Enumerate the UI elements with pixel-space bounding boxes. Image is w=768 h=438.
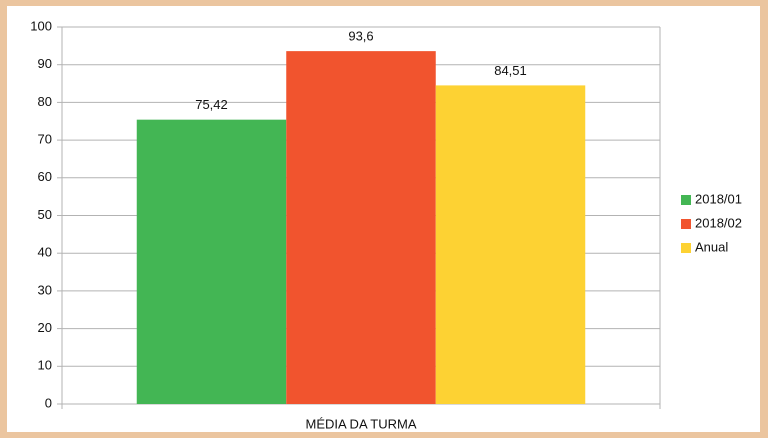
bar — [435, 85, 586, 404]
data-label: 84,51 — [494, 63, 527, 78]
bar — [136, 119, 287, 405]
x-tick-label: MÉDIA DA TURMA — [305, 416, 416, 431]
bar — [286, 51, 436, 405]
data-label: 75,42 — [195, 97, 228, 112]
y-tick-label: 0 — [45, 395, 52, 410]
legend-label: Anual — [695, 239, 728, 254]
y-tick-label: 90 — [38, 56, 52, 71]
y-tick-label: 100 — [30, 18, 52, 33]
legend-swatch — [681, 195, 691, 205]
y-tick-label: 50 — [38, 207, 52, 222]
y-tick-label: 10 — [38, 358, 52, 373]
legend-label: 2018/02 — [695, 215, 742, 230]
legend-swatch — [681, 243, 691, 253]
y-tick-label: 40 — [38, 245, 52, 260]
y-tick-label: 70 — [38, 132, 52, 147]
y-tick-label: 80 — [38, 94, 52, 109]
y-tick-label: 30 — [38, 282, 52, 297]
legend-label: 2018/01 — [695, 191, 742, 206]
data-label: 93,6 — [348, 29, 373, 44]
legend-swatch — [681, 219, 691, 229]
y-tick-label: 20 — [38, 320, 52, 335]
y-tick-label: 60 — [38, 169, 52, 184]
